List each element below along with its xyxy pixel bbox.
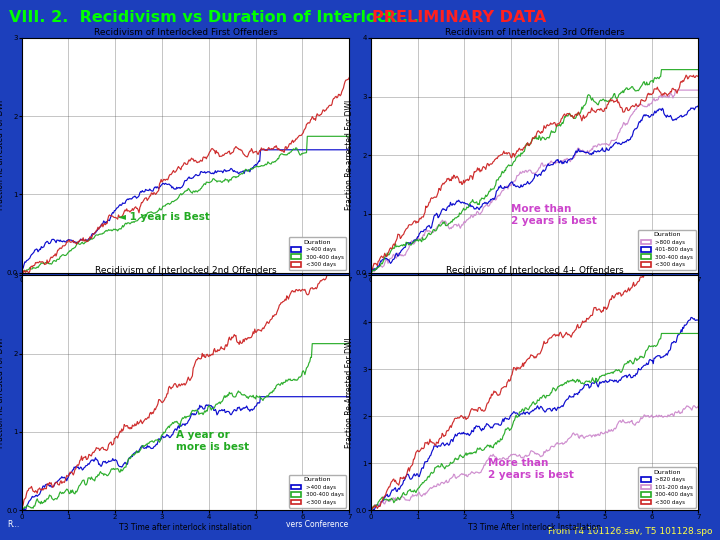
Legend: >400 days, 300-400 days, <300 days: >400 days, 300-400 days, <300 days xyxy=(289,475,346,508)
X-axis label: T3 Time after interlock installation: T3 Time after interlock installation xyxy=(119,523,252,532)
X-axis label: T3 Time After Interlock Installation: T3 Time After Interlock Installation xyxy=(468,286,601,295)
Text: vers Conference: vers Conference xyxy=(286,519,348,529)
Text: VIII. 2.  Recidivism vs Duration of Interlock….: VIII. 2. Recidivism vs Duration of Inter… xyxy=(9,10,419,25)
Text: More than
2 years is best: More than 2 years is best xyxy=(488,458,574,480)
Legend: >820 days, 101-200 days, 300-400 days, <300 days: >820 days, 101-200 days, 300-400 days, <… xyxy=(638,467,696,508)
Y-axis label: Fraction Re-arrested For DWI: Fraction Re-arrested For DWI xyxy=(0,100,5,211)
Y-axis label: Fraction Re-Arrested For DWI: Fraction Re-Arrested For DWI xyxy=(345,338,354,448)
Title: Recidivism of Interlocked 2nd Offenders: Recidivism of Interlocked 2nd Offenders xyxy=(94,266,276,275)
Title: Recidivism of Interlocked 3rd Offenders: Recidivism of Interlocked 3rd Offenders xyxy=(445,28,624,37)
Y-axis label: Fraction Re-arrested For DWI: Fraction Re-arrested For DWI xyxy=(0,338,5,448)
Title: Recidivism of Interlocked 4+ Offenders: Recidivism of Interlocked 4+ Offenders xyxy=(446,266,624,275)
Legend: >400 days, 300-400 days, <300 days: >400 days, 300-400 days, <300 days xyxy=(289,237,346,270)
Text: A year or
more is best: A year or more is best xyxy=(176,430,249,451)
Text: More than
2 years is best: More than 2 years is best xyxy=(511,204,597,226)
Title: Recidivism of Interlocked First Offenders: Recidivism of Interlocked First Offender… xyxy=(94,28,277,37)
Text: PRELIMINARY DATA: PRELIMINARY DATA xyxy=(372,10,546,25)
X-axis label: T3 Time after interlock installation: T3 Time after interlock installation xyxy=(119,286,252,295)
X-axis label: T3 Time After Interlock Installation: T3 Time After Interlock Installation xyxy=(468,523,601,532)
Text: R...: R... xyxy=(7,519,19,529)
Text: From T4 101126.sav, T5 101128.spo: From T4 101126.sav, T5 101128.spo xyxy=(549,528,713,536)
Text: ◄ 1 year is Best: ◄ 1 year is Best xyxy=(117,212,210,222)
Y-axis label: Fraction Re-arrested For DWI: Fraction Re-arrested For DWI xyxy=(345,100,354,211)
Legend: >800 days, 401-800 days, 300-400 days, <300 days: >800 days, 401-800 days, 300-400 days, <… xyxy=(638,230,696,270)
